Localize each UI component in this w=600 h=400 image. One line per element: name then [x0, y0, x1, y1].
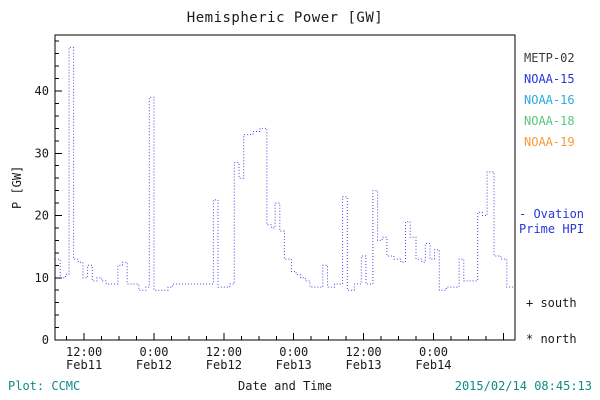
legend-noaa-15: NOAA-15	[524, 72, 575, 86]
svg-text:0:00: 0:00	[140, 345, 169, 359]
svg-text:10: 10	[35, 271, 49, 285]
plot-credit: Plot: CCMC	[8, 379, 81, 393]
svg-text:Feb14: Feb14	[415, 358, 451, 372]
legend-noaa-16: NOAA-16	[524, 93, 575, 107]
svg-text:Feb12: Feb12	[136, 358, 172, 372]
svg-text:Feb13: Feb13	[346, 358, 382, 372]
legend-metp-02: METP-02	[524, 51, 575, 65]
ovation-line-2: Prime HPI	[519, 222, 585, 236]
svg-text:12:00: 12:00	[346, 345, 382, 359]
svg-text:0:00: 0:00	[279, 345, 308, 359]
ovation-line-1: - Ovation	[519, 207, 585, 221]
south-symbol-legend: + south	[526, 296, 577, 310]
y-axis-label: P [GW]	[10, 165, 24, 210]
svg-text:0:00: 0:00	[419, 345, 448, 359]
legend-noaa-18: NOAA-18	[524, 114, 575, 128]
plot-timestamp: 2015/02/14 08:45:13	[454, 379, 592, 393]
legend-noaa-19: NOAA-19	[524, 135, 575, 149]
svg-text:40: 40	[35, 84, 49, 98]
x-axis-label: Date and Time	[238, 379, 332, 393]
chart-title: Hemispheric Power [GW]	[186, 10, 384, 26]
svg-text:Feb11: Feb11	[66, 358, 102, 372]
svg-text:12:00: 12:00	[206, 345, 242, 359]
north-symbol-legend: * north	[526, 332, 577, 346]
svg-text:12:00: 12:00	[66, 345, 102, 359]
svg-text:Feb12: Feb12	[206, 358, 242, 372]
ovation-prime-hpi-label: - Ovation Prime HPI	[519, 207, 584, 237]
svg-text:20: 20	[35, 209, 49, 223]
satellite-legend: METP-02 NOAA-15 NOAA-16 NOAA-18 NOAA-19	[524, 48, 575, 153]
svg-text:0: 0	[42, 333, 49, 347]
svg-text:30: 30	[35, 146, 49, 160]
svg-text:Feb13: Feb13	[276, 358, 312, 372]
